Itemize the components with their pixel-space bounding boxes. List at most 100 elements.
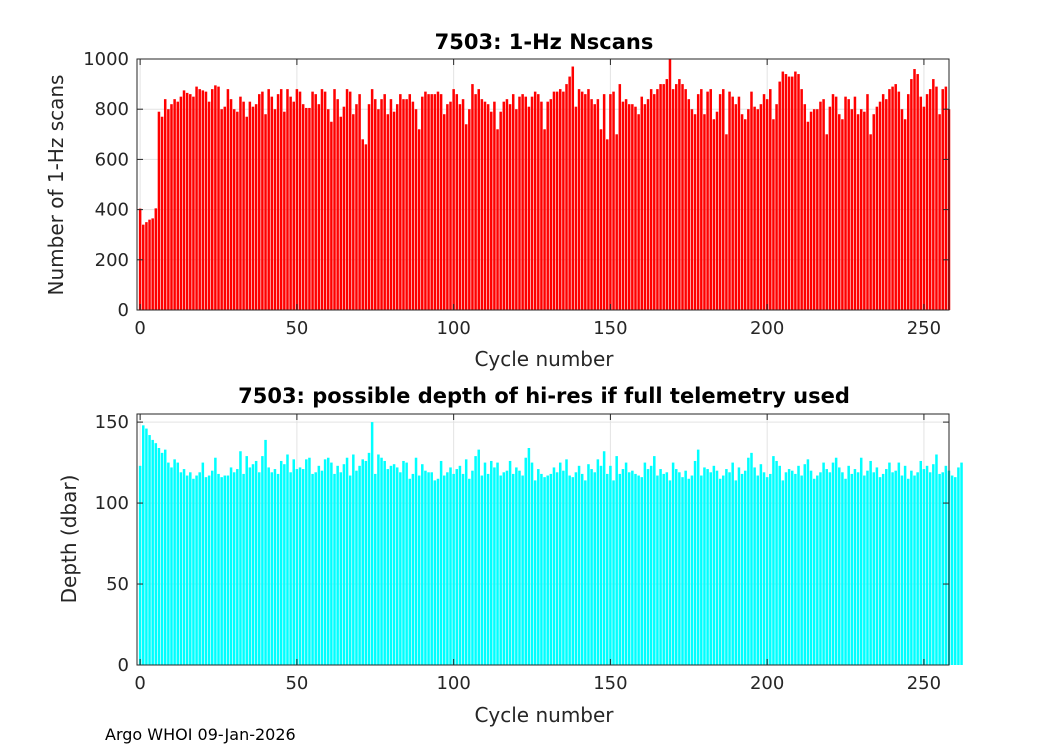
bar [665, 79, 669, 310]
bar [449, 467, 452, 665]
bar [602, 94, 606, 310]
bar [543, 129, 546, 310]
bar [584, 480, 587, 665]
bar [803, 464, 807, 665]
bar [427, 472, 430, 665]
bar [433, 94, 437, 310]
bar [204, 477, 208, 665]
bar [816, 475, 819, 665]
bar [267, 467, 270, 665]
bar [649, 465, 653, 665]
y-tick-label: 600 [95, 149, 129, 170]
bar [662, 84, 665, 310]
bar [690, 109, 694, 310]
y-tick-label: 1000 [83, 49, 129, 70]
bar [339, 116, 343, 310]
bar [819, 101, 822, 310]
bar [515, 467, 518, 665]
bar [214, 457, 217, 665]
bar [320, 89, 324, 311]
bar [743, 119, 747, 311]
bar [906, 478, 910, 665]
bar [317, 465, 321, 665]
bar [411, 473, 415, 665]
bar [336, 99, 339, 310]
bar [897, 91, 901, 310]
bar [715, 470, 719, 665]
bar [505, 99, 509, 310]
bar [800, 89, 803, 311]
bar [245, 116, 248, 310]
bar [759, 104, 763, 311]
bar [700, 475, 703, 665]
bar [471, 470, 474, 665]
bar [624, 99, 628, 310]
bar [665, 472, 669, 665]
bar [320, 470, 324, 665]
bar [935, 454, 938, 665]
bar [781, 480, 785, 665]
bar [828, 106, 832, 310]
bar [239, 451, 242, 665]
bar [424, 91, 427, 310]
bar [160, 116, 164, 310]
bar [370, 89, 374, 311]
bar [192, 478, 195, 665]
bar [182, 90, 186, 310]
bar [301, 104, 305, 311]
bar [634, 106, 637, 310]
bar [558, 462, 562, 665]
bar [787, 76, 791, 310]
bar [305, 107, 308, 310]
bar [913, 69, 916, 310]
bar [587, 464, 590, 665]
bar [474, 94, 477, 310]
bar [885, 469, 888, 665]
bar [323, 459, 327, 665]
bar [527, 448, 531, 665]
bar [239, 96, 242, 311]
bar [142, 425, 145, 665]
bar [881, 94, 885, 310]
bar [790, 470, 794, 665]
bar [718, 478, 722, 665]
bar [505, 470, 509, 665]
bar [195, 86, 198, 310]
bar [527, 106, 531, 310]
bar [725, 134, 728, 310]
bar [756, 475, 760, 665]
bar [264, 114, 267, 310]
tick-labels: 0 50 100 150 200 250 0 50 100 150 [95, 412, 949, 694]
bar [571, 66, 575, 310]
bar [283, 111, 286, 311]
bar [863, 475, 866, 665]
bar [709, 472, 712, 665]
bar [138, 208, 142, 310]
bar [286, 89, 289, 311]
bar [637, 114, 640, 310]
bar [693, 114, 697, 310]
bar [700, 89, 703, 311]
bar [580, 91, 584, 310]
x-tick-label: 150 [593, 318, 627, 339]
bar [405, 99, 408, 310]
bar [361, 459, 364, 665]
bar [330, 462, 333, 665]
bar [621, 469, 625, 665]
bar [863, 111, 866, 311]
bar [508, 104, 512, 311]
bar [587, 89, 590, 311]
bar [176, 462, 180, 665]
bar [602, 451, 606, 665]
bar [242, 101, 245, 310]
bar [772, 119, 775, 311]
bar [809, 470, 813, 665]
bar [609, 465, 612, 665]
chart-title: 7503: 1-Hz Nscans [435, 30, 654, 54]
bar [273, 109, 277, 310]
bar [163, 449, 167, 665]
bar [790, 76, 794, 310]
bar [850, 473, 854, 665]
bar [336, 465, 339, 665]
bar [775, 104, 778, 311]
